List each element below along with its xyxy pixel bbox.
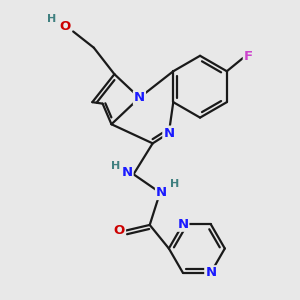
Text: O: O <box>114 224 125 237</box>
Text: N: N <box>163 127 174 140</box>
Text: N: N <box>205 266 216 279</box>
Text: H: H <box>111 161 120 171</box>
Text: N: N <box>134 91 145 104</box>
Text: F: F <box>244 50 253 63</box>
Text: H: H <box>169 179 179 189</box>
Text: H: H <box>47 14 57 24</box>
Text: N: N <box>122 166 133 179</box>
Text: N: N <box>156 186 167 199</box>
Text: O: O <box>59 20 70 33</box>
Text: N: N <box>177 218 188 231</box>
